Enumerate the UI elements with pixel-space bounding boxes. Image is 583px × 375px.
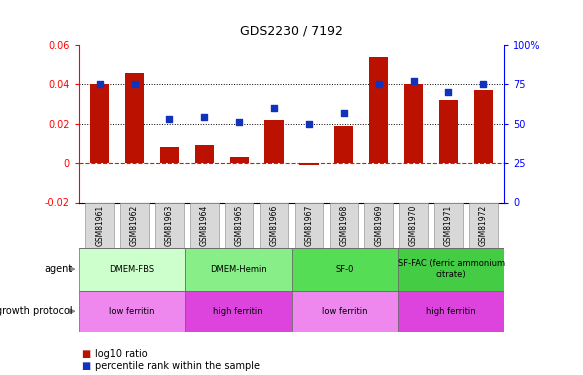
Point	[304, 121, 314, 127]
Text: ■: ■	[82, 349, 91, 359]
Point	[444, 89, 453, 95]
Text: GSM81970: GSM81970	[409, 205, 418, 246]
Text: GSM81968: GSM81968	[339, 205, 348, 246]
FancyBboxPatch shape	[294, 202, 323, 248]
Bar	[125, 73, 144, 163]
Bar	[292, 248, 398, 291]
Point	[374, 81, 384, 87]
Text: GSM81967: GSM81967	[304, 205, 314, 246]
FancyBboxPatch shape	[329, 202, 358, 248]
Bar	[398, 248, 504, 291]
Bar	[185, 248, 292, 291]
Text: percentile rank within the sample: percentile rank within the sample	[95, 361, 260, 371]
Text: GSM81961: GSM81961	[95, 205, 104, 246]
Bar	[299, 163, 318, 165]
Text: SF-0: SF-0	[335, 265, 354, 274]
FancyBboxPatch shape	[364, 202, 393, 248]
FancyBboxPatch shape	[85, 202, 114, 248]
Point	[165, 116, 174, 122]
FancyBboxPatch shape	[469, 202, 498, 248]
FancyBboxPatch shape	[120, 202, 149, 248]
FancyBboxPatch shape	[155, 202, 184, 248]
Text: high ferritin: high ferritin	[426, 307, 476, 316]
Text: GSM81963: GSM81963	[165, 205, 174, 246]
Text: low ferritin: low ferritin	[322, 307, 367, 316]
Text: DMEM-Hemin: DMEM-Hemin	[210, 265, 266, 274]
Text: ■: ■	[82, 361, 91, 371]
Bar	[230, 157, 249, 163]
Bar	[474, 90, 493, 163]
Bar	[79, 291, 185, 332]
Text: GSM81962: GSM81962	[130, 205, 139, 246]
FancyBboxPatch shape	[434, 202, 463, 248]
Bar	[195, 146, 214, 163]
Bar	[185, 291, 292, 332]
Text: log10 ratio: log10 ratio	[95, 349, 147, 359]
Text: GSM81971: GSM81971	[444, 205, 453, 246]
Bar	[334, 126, 353, 163]
Point	[199, 114, 209, 120]
Bar	[439, 100, 458, 163]
Text: GSM81965: GSM81965	[235, 205, 244, 246]
Point	[339, 110, 349, 116]
Text: GDS2230 / 7192: GDS2230 / 7192	[240, 24, 343, 38]
Point	[409, 78, 418, 84]
Text: GSM81972: GSM81972	[479, 205, 488, 246]
Text: GSM81964: GSM81964	[200, 205, 209, 246]
Bar	[79, 248, 185, 291]
FancyBboxPatch shape	[190, 202, 219, 248]
FancyBboxPatch shape	[260, 202, 289, 248]
Point	[130, 81, 139, 87]
Bar	[369, 57, 388, 163]
Bar	[90, 84, 109, 163]
Point	[269, 105, 279, 111]
Bar	[160, 147, 179, 163]
Text: DMEM-FBS: DMEM-FBS	[110, 265, 154, 274]
Point	[95, 81, 104, 87]
Bar	[265, 120, 284, 163]
Point	[234, 119, 244, 125]
Text: SF-FAC (ferric ammonium
citrate): SF-FAC (ferric ammonium citrate)	[398, 260, 505, 279]
FancyBboxPatch shape	[225, 202, 254, 248]
Bar	[292, 291, 398, 332]
Bar	[404, 84, 423, 163]
Text: high ferritin: high ferritin	[213, 307, 263, 316]
FancyBboxPatch shape	[399, 202, 428, 248]
Text: low ferritin: low ferritin	[109, 307, 154, 316]
Text: agent: agent	[45, 264, 73, 274]
Bar	[398, 291, 504, 332]
Text: GSM81966: GSM81966	[269, 205, 279, 246]
Point	[479, 81, 488, 87]
Text: GSM81969: GSM81969	[374, 205, 383, 246]
Text: growth protocol: growth protocol	[0, 306, 73, 316]
